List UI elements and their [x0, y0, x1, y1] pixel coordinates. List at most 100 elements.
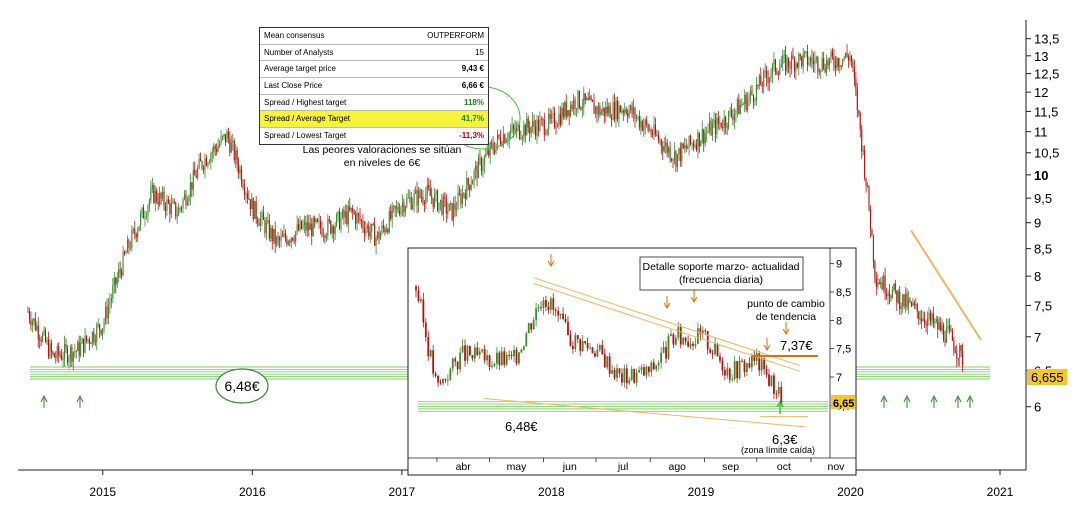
inset-candle-body — [442, 378, 444, 384]
main-candle-body — [526, 118, 528, 136]
consensus-row-label: Number of Analysts — [264, 47, 334, 57]
main-candle-body — [678, 148, 680, 155]
main-candle-body — [862, 149, 864, 152]
main-candle-body — [780, 64, 782, 68]
main-candle-body — [597, 105, 599, 115]
main-candle-body — [948, 325, 951, 330]
main-candle-body — [869, 209, 872, 230]
main-candle-body — [34, 318, 36, 330]
main-candle-body — [587, 98, 589, 100]
trend-change-line1: punto de cambio — [747, 298, 825, 310]
main-candle-body — [785, 54, 787, 72]
inset-candle-body — [689, 343, 692, 347]
inset-candle-body — [589, 347, 591, 349]
main-candle-body — [330, 221, 332, 234]
main-candle-body — [423, 202, 425, 205]
main-candle-body — [653, 124, 655, 136]
inset-candle-body — [723, 370, 726, 376]
main-candle-body — [861, 129, 863, 152]
inset-candle-body — [638, 370, 640, 373]
inset-candle-body — [591, 347, 594, 354]
main-candle-body — [709, 121, 711, 131]
main-candle-body — [369, 231, 371, 237]
main-candle-body — [877, 282, 879, 287]
main-candle-body — [138, 225, 140, 231]
inset-candle-body — [635, 372, 638, 383]
main-candle-body — [694, 144, 696, 147]
main-candle-body — [128, 240, 130, 249]
main-candle-body — [847, 56, 850, 61]
main-candle-body — [726, 126, 728, 128]
main-candle-body — [366, 225, 368, 229]
main-candle-body — [104, 306, 107, 321]
inset-candle-body — [471, 355, 474, 359]
main-candle-body — [248, 198, 250, 200]
main-candle-body — [796, 63, 798, 68]
inset-candle-body — [650, 362, 653, 373]
inset-candle-body — [417, 290, 420, 302]
main-candle-body — [205, 158, 207, 166]
main-candle-body — [100, 330, 102, 335]
main-candle-body — [239, 169, 241, 174]
main-candle-body — [189, 182, 191, 198]
main-candle-body — [960, 345, 962, 351]
main-candle-body — [448, 203, 450, 212]
inset-y-tick-label: 9 — [836, 259, 842, 271]
main-candle-body — [814, 59, 816, 65]
main-candle-body — [853, 66, 855, 79]
main-candle-body — [264, 220, 266, 234]
main-candle-body — [444, 196, 446, 200]
main-candle-body — [533, 120, 535, 127]
main-candle-body — [461, 193, 463, 204]
main-candle-body — [271, 227, 273, 242]
main-candle-body — [842, 58, 844, 66]
main-candle-body — [795, 63, 797, 72]
main-candle-body — [302, 224, 304, 229]
main-candle-body — [536, 119, 538, 137]
inset-candle-body — [446, 379, 449, 381]
main-candle-body — [252, 198, 254, 220]
main-candle-body — [393, 205, 395, 207]
main-y-tick-label: 11 — [1034, 125, 1048, 140]
main-candle-body — [520, 138, 522, 140]
main-candle-body — [891, 289, 893, 299]
main-x-tick-label: 2021 — [987, 485, 1014, 499]
main-candle-body — [646, 120, 648, 125]
trend-change-pointer-head — [782, 328, 790, 335]
main-candle-body — [36, 325, 38, 330]
main-candle-body — [362, 220, 364, 228]
main-candle-body — [698, 132, 700, 147]
inset-resistance-label: 7,37€ — [780, 338, 813, 353]
main-candle-body — [514, 128, 516, 132]
main-candle-body — [771, 64, 774, 75]
consensus-row-value: -11,3% — [459, 131, 484, 141]
main-candle-body — [752, 94, 755, 102]
inset-candle-body — [594, 353, 596, 357]
main-candle-body — [570, 104, 572, 116]
main-candle-body — [758, 75, 760, 86]
main-candle-body — [145, 216, 148, 218]
inset-candle-body — [670, 334, 672, 337]
inset-x-tick-label: abr — [456, 461, 472, 473]
main-candle-body — [714, 119, 716, 134]
main-candle-body — [210, 154, 212, 163]
main-candle-body — [167, 199, 169, 204]
inset-candle-body — [522, 346, 525, 350]
main-candle-body — [470, 184, 472, 190]
main-candle-body — [39, 338, 41, 340]
main-candle-body — [944, 339, 946, 343]
main-candle-body — [625, 109, 627, 114]
main-candle-body — [72, 352, 74, 362]
main-candle-body — [564, 102, 566, 117]
consensus-row: Last Close Price 6,66 € — [260, 78, 488, 95]
main-candle-body — [157, 201, 159, 205]
main-candle-body — [191, 182, 193, 190]
main-candle-body — [141, 207, 143, 215]
inset-candle-body — [530, 323, 533, 330]
main-candle-body — [849, 55, 851, 61]
main-candle-body — [510, 130, 512, 133]
main-candle-body — [118, 269, 120, 278]
inset-candle-body — [505, 354, 508, 365]
main-candle-body — [485, 154, 487, 157]
